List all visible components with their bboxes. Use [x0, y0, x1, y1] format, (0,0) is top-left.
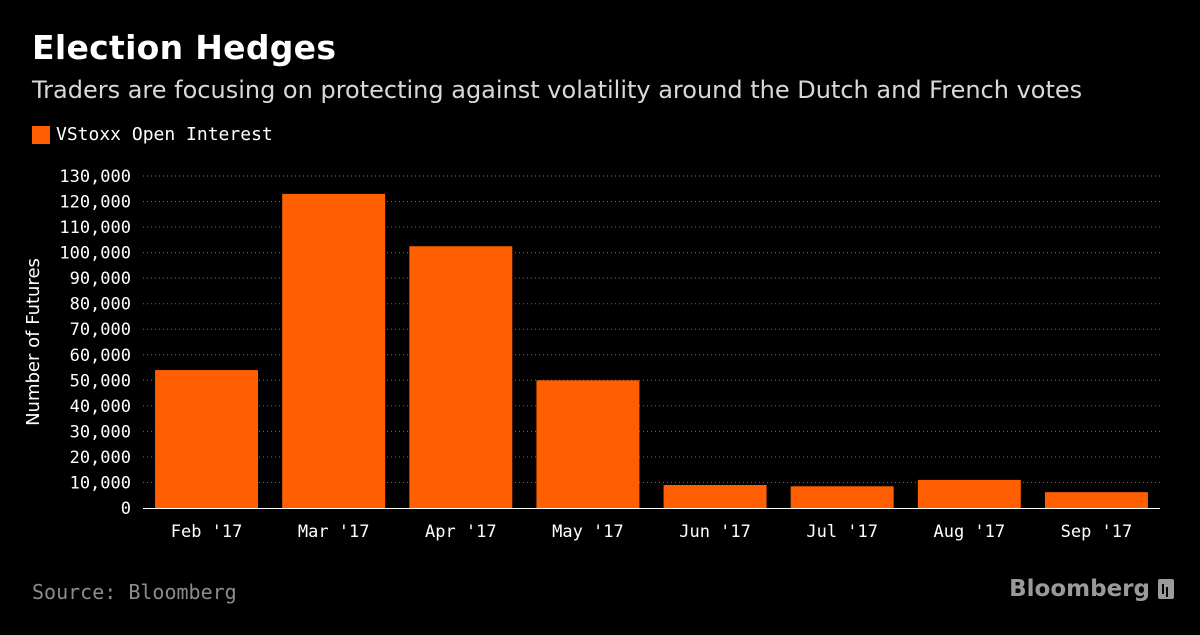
legend: VStoxx Open Interest — [32, 124, 273, 145]
y-tick-label: 120,000 — [59, 193, 131, 213]
x-tick-label: May '17 — [552, 522, 624, 542]
bar — [536, 380, 640, 508]
legend-label: VStoxx Open Interest — [56, 124, 273, 145]
y-tick-labels: 0 10,000 20,000 30,000 40,000 50,000 60,000 70,… — [59, 167, 131, 519]
bar — [663, 485, 767, 508]
x-tick-label: Aug '17 — [933, 522, 1005, 542]
chart-title: Election Hedges — [32, 28, 337, 67]
x-tick-label: Sep '17 — [1061, 522, 1133, 542]
legend-swatch — [32, 125, 50, 144]
y-tick-label: 0 — [121, 499, 131, 519]
y-tick-label: 20,000 — [70, 448, 131, 468]
chart-subtitle: Traders are focusing on protecting again… — [32, 76, 1083, 104]
x-tick-label: Feb '17 — [171, 522, 243, 542]
bar-chart: 0 10,000 20,000 30,000 40,000 50,000 60,000 70,… — [23, 167, 1160, 542]
y-tick-label: 40,000 — [70, 397, 131, 417]
bar — [409, 246, 513, 508]
grid-layer — [143, 175, 1160, 483]
bar-layer — [155, 193, 1148, 508]
y-tick-label: 90,000 — [70, 269, 131, 289]
y-tick-label: 60,000 — [70, 346, 131, 366]
y-tick-label: 130,000 — [59, 167, 131, 187]
y-tick-label: 50,000 — [70, 371, 131, 391]
y-tick-label: 100,000 — [59, 244, 131, 264]
source-note: Source: Bloomberg — [32, 580, 237, 604]
brand-name: Bloomberg — [1009, 576, 1150, 602]
brand-logo: Bloomberg — [1009, 576, 1174, 602]
y-tick-label: 80,000 — [70, 295, 131, 315]
bar — [155, 370, 259, 508]
x-tick-labels: Feb '17 Mar '17 Apr '17 May '17 Jun '17 Jul '… — [171, 522, 1133, 542]
bar — [917, 479, 1021, 508]
x-tick-label: Apr '17 — [425, 522, 497, 542]
y-tick-label: 30,000 — [70, 422, 131, 442]
y-tick-label: 70,000 — [70, 320, 131, 340]
x-tick-label: Jun '17 — [679, 522, 751, 542]
y-tick-label: 10,000 — [70, 473, 131, 493]
bar — [790, 486, 894, 508]
bar — [282, 193, 386, 508]
x-tick-label: Jul '17 — [806, 522, 878, 542]
x-tick-label: Mar '17 — [298, 522, 370, 542]
bar — [1044, 492, 1148, 508]
bloomberg-terminal-icon — [1158, 579, 1174, 599]
y-tick-label: 110,000 — [59, 218, 131, 238]
y-axis-title: Number of Futures — [23, 258, 44, 426]
